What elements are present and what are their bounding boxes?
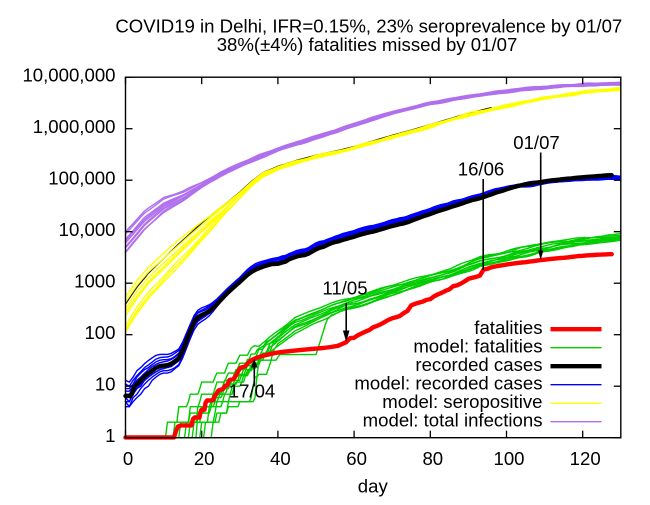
svg-text:60: 60 (346, 448, 367, 469)
svg-text:100: 100 (493, 448, 524, 469)
svg-text:model: fatalities: model: fatalities (413, 336, 542, 357)
svg-text:11/05: 11/05 (322, 278, 367, 299)
svg-text:80: 80 (422, 448, 443, 469)
svg-text:20: 20 (194, 448, 215, 469)
svg-text:100: 100 (84, 322, 115, 343)
svg-text:0: 0 (123, 448, 133, 469)
svg-text:10,000,000: 10,000,000 (22, 64, 115, 85)
svg-text:model: seropositive: model: seropositive (382, 391, 542, 412)
svg-text:10: 10 (95, 373, 116, 394)
svg-text:recorded cases: recorded cases (415, 354, 542, 375)
svg-text:10,000: 10,000 (59, 219, 116, 240)
svg-text:day: day (358, 475, 389, 496)
svg-text:17/04: 17/04 (229, 381, 276, 402)
svg-text:100,000: 100,000 (48, 167, 115, 188)
svg-text:1000: 1000 (74, 270, 115, 291)
svg-text:1,000,000: 1,000,000 (33, 116, 116, 137)
svg-text:COVID19 in Delhi, IFR=0.15%, 2: COVID19 in Delhi, IFR=0.15%, 23% seropre… (115, 16, 622, 37)
svg-text:01/07: 01/07 (513, 132, 560, 153)
svg-text:model: total infections: model: total infections (363, 410, 543, 431)
svg-text:fatalities: fatalities (474, 317, 542, 338)
svg-text:16/06: 16/06 (458, 159, 505, 180)
svg-text:40: 40 (270, 448, 291, 469)
svg-text:120: 120 (570, 448, 601, 469)
svg-text:1: 1 (105, 425, 115, 446)
svg-text:38%(±4%) fatalities missed by: 38%(±4%) fatalities missed by 01/07 (217, 34, 518, 55)
svg-text:model: recorded cases: model: recorded cases (354, 373, 542, 394)
